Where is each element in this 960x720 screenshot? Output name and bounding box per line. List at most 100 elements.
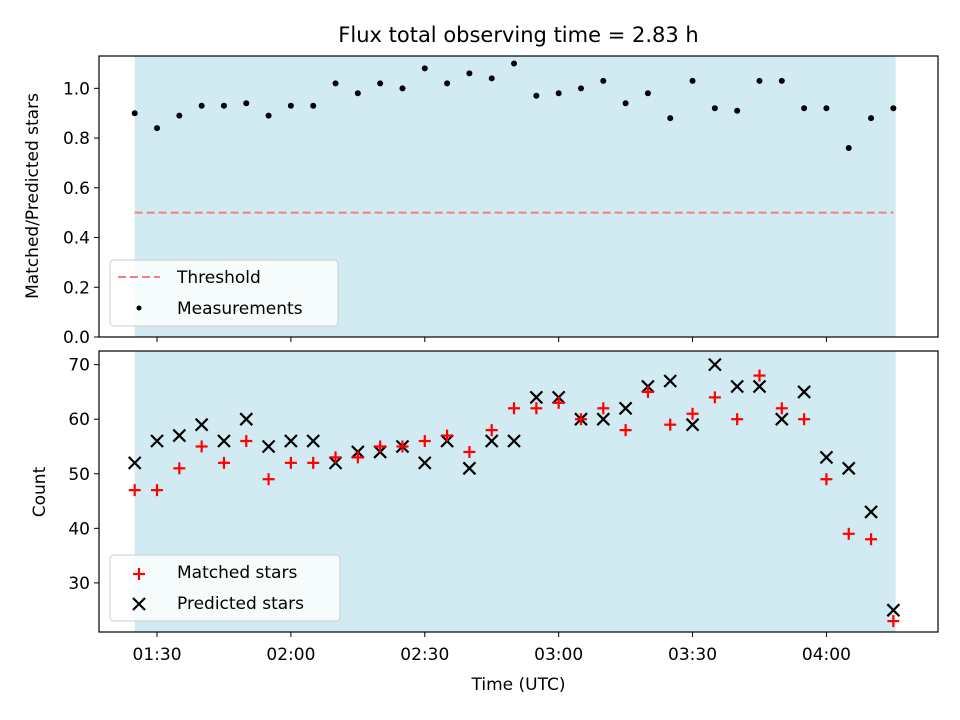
- predicted-star-point: [194, 417, 209, 432]
- matched-star-point: [731, 413, 744, 426]
- measurement-point: [511, 60, 518, 67]
- measurement-point: [154, 125, 161, 132]
- bottom-y-ticks: 30 40 50 60 70: [68, 356, 99, 594]
- predicted-star-point: [261, 439, 276, 454]
- predicted-star-point: [507, 434, 521, 448]
- top-x-ticks: [156, 337, 827, 342]
- matched-star-point: [753, 369, 766, 382]
- predicted-star-point: [841, 461, 856, 476]
- measurement-point: [466, 70, 473, 77]
- bottom-count-points: [127, 357, 901, 628]
- measurement-point: [533, 92, 540, 99]
- bottom-panel: 30 40 50 60 70 01:30 02:00 02:30 03:00 03:30 04:0…: [30, 350, 939, 695]
- chart-title: Flux total observing time = 2.83 h: [338, 23, 698, 47]
- predicted-star-point: [663, 374, 678, 388]
- matched-star-point: [151, 484, 164, 497]
- top-y-ticks: 0.0 0.2 0.4 0.6 0.8 1.0: [63, 79, 99, 348]
- measurement-point: [243, 100, 250, 107]
- top-legend: Threshold Measurements: [109, 259, 339, 327]
- measurement-point: [555, 90, 562, 97]
- predicted-star-point: [596, 412, 611, 426]
- measurement-point: [845, 145, 852, 152]
- measurement-point: [644, 90, 651, 97]
- legend-measurements-swatch: [136, 305, 142, 311]
- measurement-point: [220, 102, 227, 109]
- measurement-point: [287, 102, 294, 109]
- measurement-point: [176, 112, 183, 119]
- bottom-y-tick-label: 50: [68, 465, 90, 485]
- matched-star-point: [619, 424, 632, 437]
- predicted-star-point: [239, 412, 254, 426]
- top-y-tick-label: 0.2: [63, 278, 90, 298]
- legend-measurements-label: Measurements: [177, 299, 303, 319]
- measurement-point: [332, 80, 339, 87]
- top-y-tick-label: 0.8: [63, 129, 90, 149]
- matched-star-point: [284, 456, 297, 469]
- measurement-point: [310, 102, 317, 109]
- matched-star-point: [396, 440, 409, 453]
- bottom-y-axis-label: Count: [30, 466, 50, 517]
- bottom-y-tick-label: 30: [68, 574, 90, 594]
- matched-star-point: [441, 429, 454, 442]
- top-y-axis-label: Matched/Predicted stars: [23, 93, 43, 299]
- bottom-legend-box: [109, 554, 341, 622]
- matched-star-point: [374, 440, 387, 453]
- matched-star-point: [173, 462, 186, 475]
- measurement-point: [778, 77, 785, 84]
- measurement-point: [734, 107, 741, 114]
- measurement-point: [488, 75, 495, 82]
- measurement-point: [577, 85, 584, 92]
- predicted-star-point: [685, 417, 700, 432]
- bottom-y-tick-label: 40: [68, 519, 90, 539]
- predicted-star-point: [797, 385, 811, 399]
- predicted-star-point: [284, 434, 298, 448]
- bottom-y-tick-label: 60: [68, 410, 90, 430]
- matched-star-point: [842, 527, 855, 540]
- predicted-star-point: [529, 390, 544, 405]
- matched-star-point: [217, 456, 230, 469]
- predicted-star-point: [150, 434, 164, 448]
- measurement-point: [823, 105, 830, 112]
- x-tick-label: 03:00: [534, 645, 583, 665]
- matched-star-point: [262, 473, 275, 486]
- x-tick-label: 02:30: [400, 645, 449, 665]
- matched-star-point: [641, 385, 654, 398]
- measurement-point: [756, 77, 763, 84]
- matched-star-point: [887, 615, 900, 628]
- measurement-point: [801, 105, 808, 112]
- predicted-star-point: [775, 412, 789, 426]
- measurement-point: [667, 115, 674, 122]
- matched-star-point: [307, 456, 320, 469]
- legend-predicted-label: Predicted stars: [177, 594, 304, 614]
- x-axis-label: Time (UTC): [471, 675, 566, 695]
- legend-matched-label: Matched stars: [177, 563, 297, 583]
- matched-star-point: [865, 533, 878, 546]
- measurement-point: [265, 112, 272, 119]
- bottom-x-ticks: 01:30 02:00 02:30 03:00 03:30 04:00: [133, 632, 851, 665]
- top-y-tick-label: 0.0: [63, 328, 90, 348]
- matched-star-point: [240, 435, 253, 448]
- measurement-point: [622, 100, 629, 107]
- matched-star-point: [329, 451, 342, 464]
- matched-star-point: [195, 440, 208, 453]
- matched-star-point: [552, 396, 565, 409]
- top-y-tick-label: 0.4: [63, 229, 90, 249]
- top-y-tick-label: 0.6: [63, 179, 90, 199]
- matched-star-point: [418, 435, 431, 448]
- bottom-y-tick-label: 70: [68, 356, 90, 376]
- predicted-star-point: [306, 434, 320, 448]
- matched-star-point: [597, 402, 610, 415]
- predicted-star-point: [127, 456, 142, 470]
- matched-star-point: [775, 402, 788, 415]
- bottom-axes-frame: [98, 350, 939, 633]
- matched-star-point: [664, 418, 677, 431]
- predicted-star-point: [864, 505, 878, 519]
- bottom-legend: Matched stars Predicted stars: [109, 554, 341, 622]
- predicted-star-point: [752, 379, 767, 394]
- measurement-point: [421, 65, 428, 72]
- matched-star-point: [530, 402, 543, 415]
- measurement-point: [689, 77, 696, 84]
- measurement-point: [399, 85, 406, 92]
- x-tick-label: 03:30: [668, 645, 717, 665]
